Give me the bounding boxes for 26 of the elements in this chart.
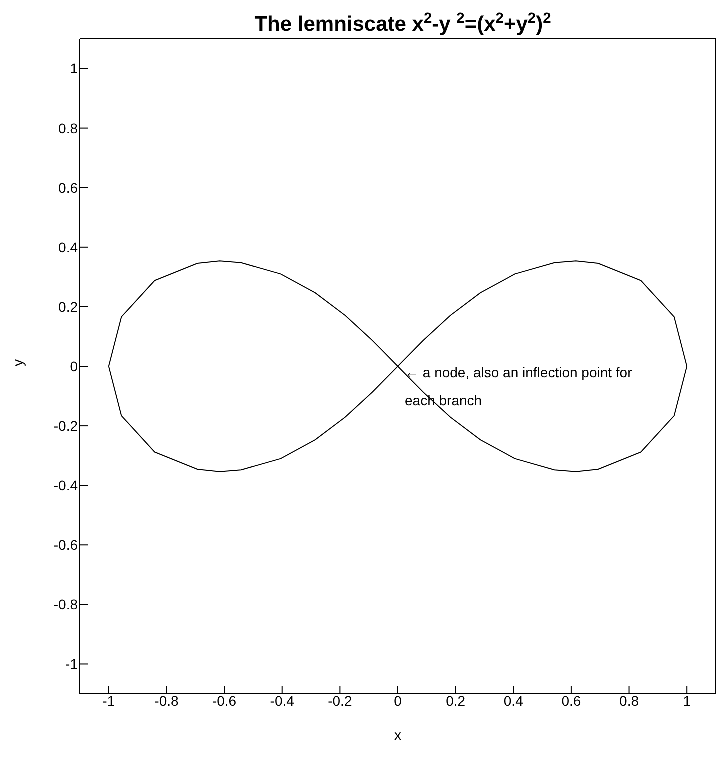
- y-tick-label: 1: [70, 60, 78, 77]
- annotation: ← a node, also an inflection point for each branch: [405, 364, 633, 408]
- y-tick-label: -0.4: [54, 478, 78, 494]
- chart-title: The lemniscate x$^{2}$-y $^{2}$=(x$^{2}$+y$^{2}$)$^{2}$: [254, 11, 552, 36]
- x-tick-label: -0.2: [328, 692, 352, 709]
- y-tick-label: -0.6: [54, 537, 78, 554]
- y-tick-label: 0.6: [58, 180, 78, 196]
- y-tick-label: 0: [70, 358, 78, 374]
- y-tick-label: -0.2: [54, 418, 78, 434]
- x-tick-label: 0.6: [562, 692, 582, 709]
- x-tick-label: 0.8: [620, 692, 640, 709]
- y-tick-label: -0.8: [54, 596, 78, 613]
- x-tick-label: -0.4: [270, 692, 295, 709]
- y-axis-title: y: [10, 360, 26, 366]
- x-tick-label: -1: [102, 692, 116, 709]
- x-tick-label: 0.4: [504, 692, 524, 709]
- x-tick-label: 0: [394, 692, 402, 709]
- x-axis-title: x: [394, 727, 402, 743]
- y-tick-label: 0.2: [58, 298, 78, 315]
- x-tick-label: 1: [683, 692, 692, 709]
- x-tick-label: 0.2: [446, 692, 466, 709]
- y-tick-label: 0.8: [58, 120, 78, 136]
- y-tick-label: -1: [66, 656, 78, 672]
- x-tick-label: -0.8: [154, 692, 180, 709]
- y-tick-label: 0.4: [58, 239, 78, 256]
- x-tick-label: -0.6: [212, 692, 237, 709]
